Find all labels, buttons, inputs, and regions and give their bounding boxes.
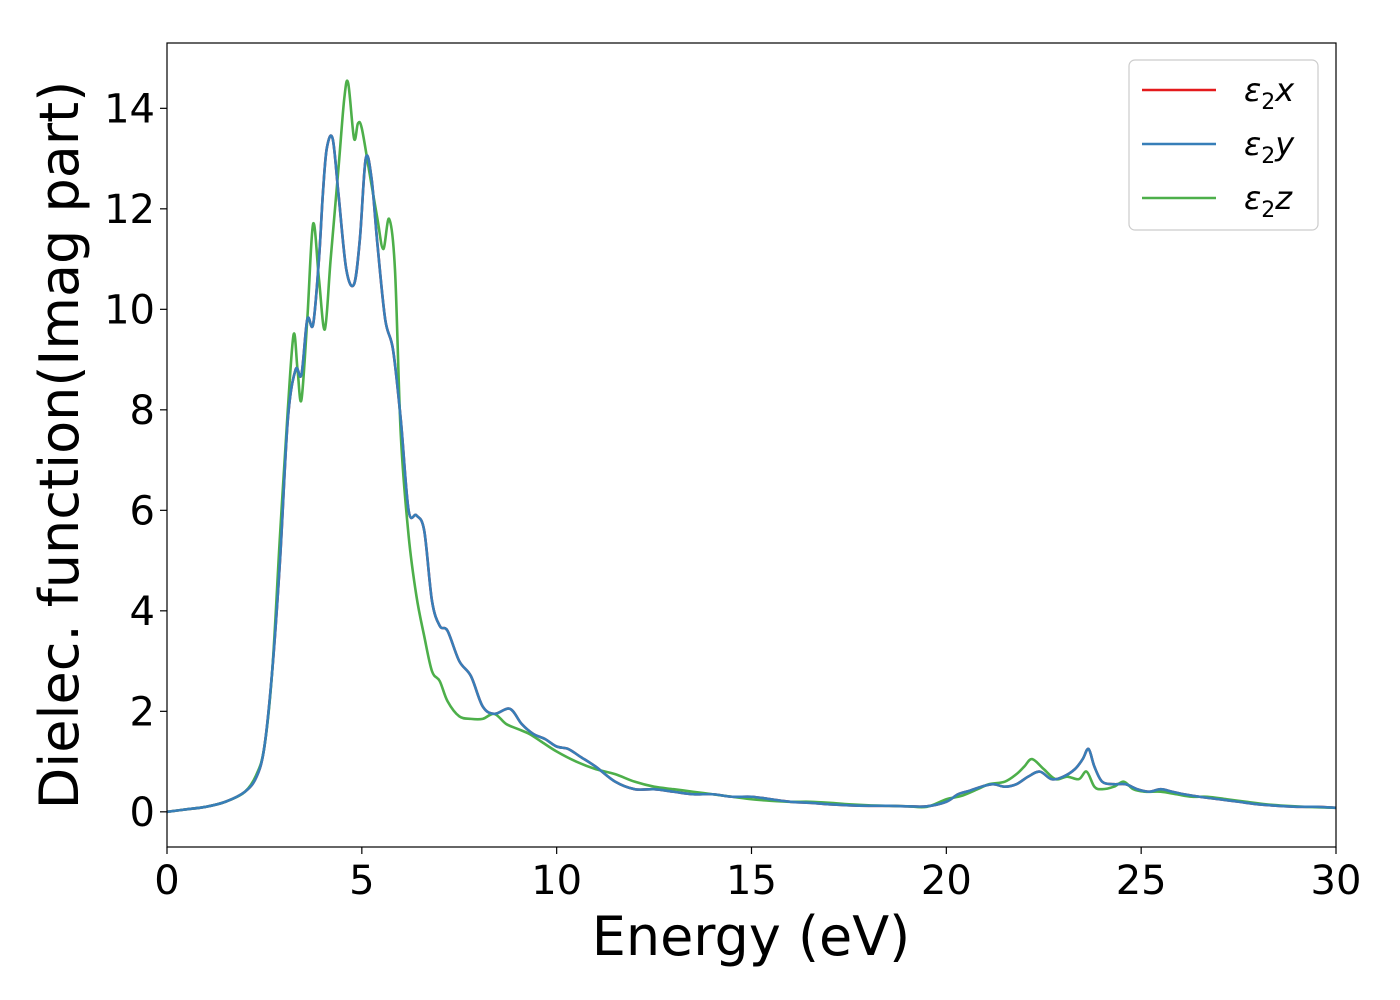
- x-tick-label-30: 30: [1311, 858, 1362, 904]
- legend-items: ε2x ε2y ε2z: [1142, 71, 1295, 223]
- x-tick-label-10: 10: [531, 858, 582, 904]
- x-axis-label: Energy (eV): [592, 905, 911, 968]
- x-tick-label-20: 20: [921, 858, 972, 904]
- x-axis: 0 5 10 15 20 25 30: [154, 847, 1361, 904]
- legend-label-z: ε2z: [1244, 179, 1293, 223]
- x-tick-label-5: 5: [349, 858, 374, 904]
- y-tick-label-14: 14: [104, 86, 155, 132]
- legend: ε2x ε2y ε2z: [1128, 59, 1319, 231]
- y-tick-label-8: 8: [130, 388, 155, 434]
- y-tick-label-4: 4: [130, 589, 155, 635]
- series-line-z: [167, 79, 1336, 814]
- legend-label-x: ε2x: [1244, 71, 1295, 115]
- series-layer: [167, 79, 1336, 814]
- x-tick-label-15: 15: [726, 858, 777, 904]
- y-tick-label-0: 0: [130, 790, 155, 836]
- series-line-y: [167, 134, 1336, 814]
- x-tick-label-0: 0: [154, 858, 179, 904]
- y-axis: 0 2 4 6 8 10 12 14: [104, 86, 167, 836]
- plot-area: [166, 42, 1337, 848]
- y-tick-label-10: 10: [104, 287, 155, 333]
- legend-box: [1128, 59, 1319, 231]
- legend-label-y: ε2y: [1244, 125, 1295, 169]
- y-tick-label-2: 2: [130, 689, 155, 735]
- y-tick-label-12: 12: [104, 187, 155, 233]
- y-tick-label-6: 6: [130, 488, 155, 534]
- x-tick-label-25: 25: [1116, 858, 1167, 904]
- y-axis-label: Dielec. function(Imag part): [28, 81, 91, 810]
